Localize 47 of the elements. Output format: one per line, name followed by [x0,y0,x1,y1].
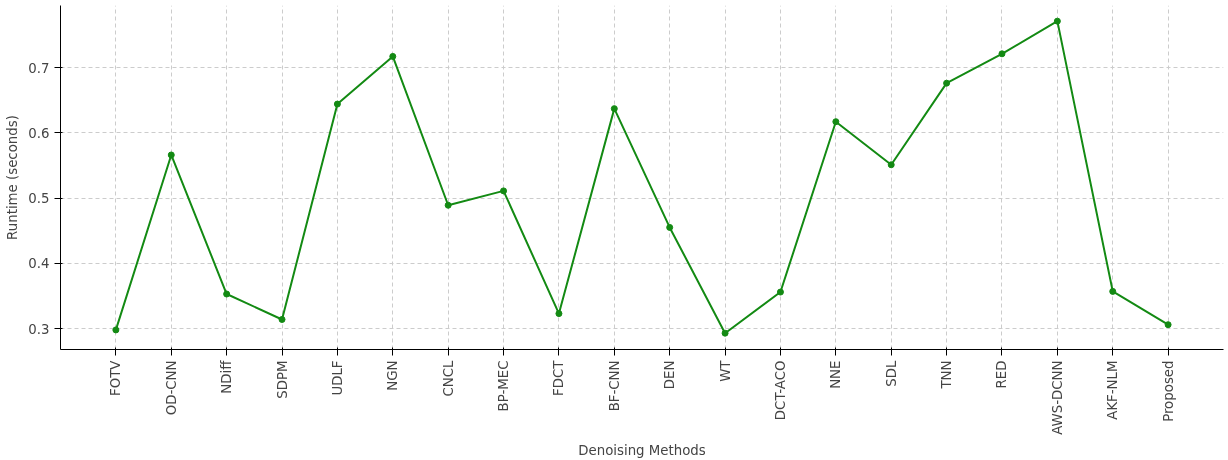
point [610,105,618,113]
x-tick-label: DEN [662,360,678,390]
point [500,187,508,195]
y-axis-title: Runtime (seconds) [5,115,21,240]
point [832,118,840,126]
point [721,329,729,337]
x-tick-label: FDCT [551,359,567,396]
x-tick-label: Proposed [1160,360,1176,422]
x-axis-title: Denoising Methods [578,442,706,458]
y-tick-label: 0.7 [28,60,50,76]
x-tick-label: AKF-NLM [1105,360,1121,420]
x-tick-label: SDPM [274,360,290,399]
x-tick-label: BF-CNN [606,360,622,412]
x-tick-label: NDiff [219,359,235,394]
point [223,290,231,298]
point [943,79,951,87]
x-tick-label: OD-CNN [163,360,179,416]
x-tick-label: TNN [939,360,955,390]
y-tick-label: 0.3 [28,321,50,337]
x-tick-label: AWS-DCNN [1049,360,1065,435]
x-tick-label: UDLF [329,360,345,396]
y-tick-label: 0.4 [28,256,50,272]
x-tick-label: WT [717,359,733,382]
point [389,52,397,60]
point [167,151,175,159]
x-tick-label: CNCL [440,359,456,397]
point [278,315,286,323]
point [998,50,1006,58]
point [776,288,784,296]
point [1109,287,1117,295]
point [333,100,341,108]
point [444,201,452,209]
point [1053,17,1061,25]
point [887,161,895,169]
point [1164,321,1172,329]
y-tick-label: 0.5 [28,191,50,207]
y-tick-label: 0.6 [28,125,50,141]
x-tick-label: DCT-ACO [772,360,788,421]
point [666,223,674,231]
x-tick-label: NGN [385,360,401,391]
x-tick-label: SDL [883,359,899,387]
x-tick-label: BP-MEC [496,360,512,412]
point [555,310,563,318]
x-tick-label: RED [994,360,1010,389]
point [112,326,120,334]
x-tick-label: NNE [828,360,844,389]
x-tick-label: FOTV [108,360,124,396]
